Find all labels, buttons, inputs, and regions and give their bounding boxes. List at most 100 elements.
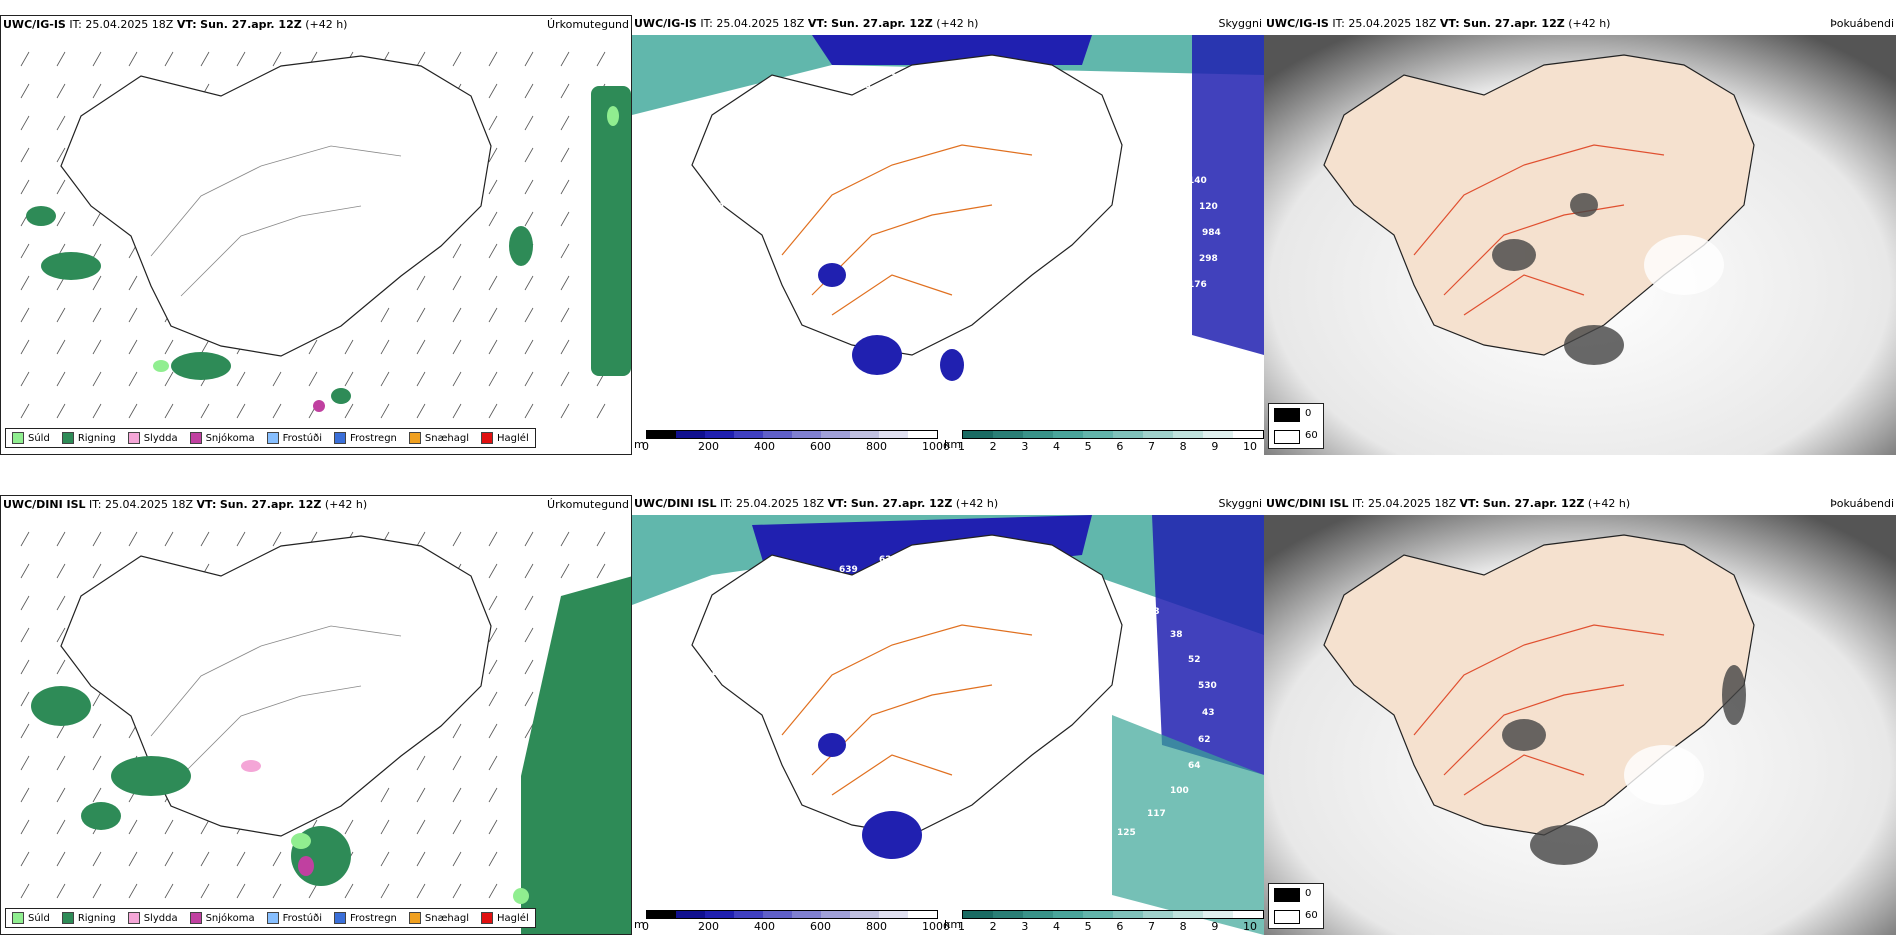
wind-barb <box>56 819 66 835</box>
panel-title: UWC/DINI ISL IT: 25.04.2025 18Z VT: Sun.… <box>1266 497 1631 510</box>
wind-barb <box>56 339 66 355</box>
wind-barb <box>200 883 210 899</box>
visibility-map: 984 298 176 73 55 148 101 81 87 106 120 120 117 183 13… <box>632 35 1264 397</box>
wind-barb <box>380 851 390 867</box>
scale-tick-label: 400 <box>754 920 775 933</box>
wind-barb <box>56 659 66 675</box>
visibility-value-label: 193 <box>920 549 939 559</box>
wind-barb <box>452 787 462 803</box>
wind-barb <box>452 883 462 899</box>
wind-barb <box>200 339 210 355</box>
legend-label: Slydda <box>143 432 178 444</box>
scale-tick-label: 800 <box>866 920 887 933</box>
visibility-value-label: 49 <box>1117 588 1130 598</box>
wind-barb <box>560 51 570 67</box>
wind-barb <box>524 51 534 67</box>
legend-item: Haglél <box>481 432 529 444</box>
visibility-value-label: 81 <box>1052 375 1065 385</box>
visibility-value-label: 93 <box>703 694 716 704</box>
wind-barb <box>416 883 426 899</box>
wind-barb <box>272 883 282 899</box>
precip-map <box>20 51 631 419</box>
legend-swatch <box>334 912 346 924</box>
wind-barb <box>308 883 318 899</box>
wind-barb <box>488 371 498 387</box>
wind-barb <box>128 275 138 291</box>
wind-barb <box>272 371 282 387</box>
visibility-value-label: 43 <box>1202 708 1215 718</box>
visibility-value-label: 100 <box>1170 786 1189 796</box>
visibility-value-label: 130 <box>705 254 724 264</box>
wind-barb <box>200 819 210 835</box>
legend-label: Frostregn <box>350 912 397 924</box>
visibility-value-label: 111 <box>920 867 939 877</box>
wind-barb <box>560 371 570 387</box>
wind-barb <box>488 211 498 227</box>
wind-barb <box>380 883 390 899</box>
wind-barb <box>560 307 570 323</box>
visibility-value-label: 298 <box>1199 254 1218 264</box>
wind-barb <box>488 115 498 131</box>
visibility-value-label: 140 <box>1188 176 1207 186</box>
scale-tick-label: 3 <box>1021 440 1029 453</box>
scale-tick-label: 1 <box>958 440 965 453</box>
visibility-value-label: 966 <box>1149 130 1168 140</box>
vis-colorbar <box>962 910 1264 919</box>
legend-swatch <box>127 432 140 444</box>
wind-barb <box>20 755 30 771</box>
wind-barb <box>524 115 534 131</box>
visibility-value-label: 530 <box>1198 681 1217 691</box>
wind-barb <box>488 179 498 195</box>
wind-barb <box>56 179 66 195</box>
wind-barb <box>380 787 390 803</box>
visibility-value-label: 183 <box>815 362 834 372</box>
visibility-value-label: 87 <box>1013 383 1026 393</box>
wind-barb <box>236 51 246 67</box>
scale-tick-label: 600 <box>810 920 831 933</box>
wind-barb <box>452 531 462 547</box>
wind-barb <box>128 371 138 387</box>
wind-barb <box>200 531 210 547</box>
legend-item: Slydda <box>127 432 178 444</box>
scale-tick-label: 1000 <box>922 440 950 453</box>
legend-item: Slydda <box>127 912 178 924</box>
legend-label: Súld <box>28 432 50 444</box>
wind-barb <box>488 243 498 259</box>
wind-barb <box>524 595 534 611</box>
wind-barb <box>92 851 102 867</box>
wind-barb <box>128 531 138 547</box>
wind-barb <box>560 83 570 99</box>
wind-barb <box>416 371 426 387</box>
wind-barb <box>452 51 462 67</box>
legend-item: Rigning <box>61 432 116 444</box>
visibility-value-label: 94 <box>963 548 976 558</box>
visibility-value-label: 117 <box>1147 809 1166 819</box>
wind-barb <box>416 851 426 867</box>
visibility-value-label: 190 <box>705 202 724 212</box>
wind-barb <box>560 275 570 291</box>
wind-barb <box>20 115 30 131</box>
visibility-value-label: 152 <box>803 837 822 847</box>
wind-barb <box>380 403 390 419</box>
visibility-value-label: 55 <box>1149 326 1162 336</box>
visibility-value-label: 161 <box>702 228 721 238</box>
wind-barb <box>92 243 102 259</box>
wind-barb <box>524 83 534 99</box>
wind-barb <box>524 403 534 419</box>
ceiling-colorbar <box>646 430 938 439</box>
legend-item: Snjókoma <box>189 432 255 444</box>
visibility-value-label: 109 <box>1005 864 1024 874</box>
scale-tick-label: 4 <box>1053 920 1060 933</box>
visibility-value-label: 73 <box>1172 304 1185 314</box>
legend-swatch <box>127 912 140 924</box>
visibility-value-label: 116 <box>703 722 722 732</box>
wind-barb <box>128 403 138 419</box>
visibility-value-label: 135 <box>1083 844 1102 854</box>
wind-barb <box>56 211 66 227</box>
scale-tick-label: 10 <box>1243 920 1257 933</box>
wind-barb <box>416 51 426 67</box>
wind-barb <box>452 755 462 771</box>
cloud-panel-row1: UWC/IG-IS IT: 25.04.2025 18Z VT: Sun. 27… <box>1264 15 1896 455</box>
wind-barb <box>56 627 66 643</box>
panel-title: UWC/IG-IS IT: 25.04.2025 18Z VT: Sun. 27… <box>634 17 979 30</box>
